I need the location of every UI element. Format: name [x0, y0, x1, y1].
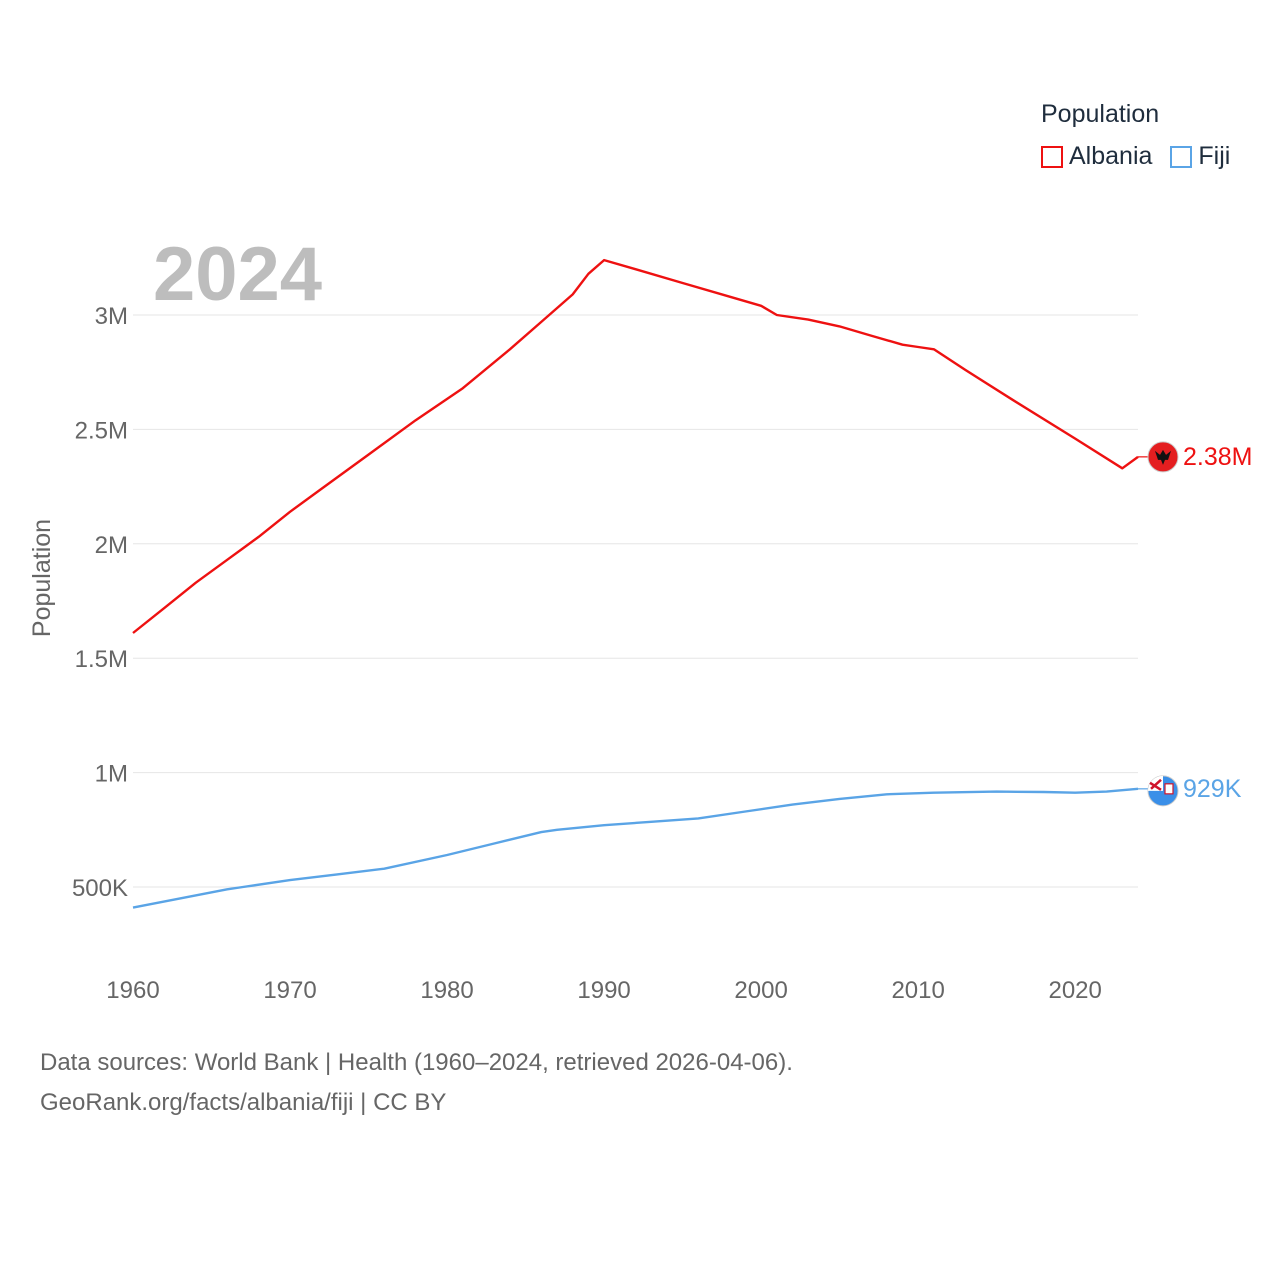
x-tick-label: 2010	[891, 977, 944, 1004]
georank-link[interactable]: GeoRank.org/facts/albania/fiji	[40, 1089, 354, 1116]
y-tick-label: 2M	[95, 532, 128, 559]
series-line-fiji	[132, 787, 1139, 909]
x-axis-ticks: 1960 1970 1980 1990 2000 2010 2020	[106, 977, 1102, 1004]
end-markers: 2.38M 929K	[1138, 441, 1252, 807]
license-text: | CC BY	[353, 1089, 447, 1116]
source-attribution: GeoRank.org/facts/albania/fiji | CC BY	[40, 1083, 793, 1123]
y-tick-label: 500K	[72, 875, 128, 902]
legend: Albania Fiji	[1041, 142, 1248, 171]
source-note: Data sources: World Bank | Health (1960–…	[40, 1043, 793, 1123]
end-label-albania: 2.38M	[1183, 443, 1252, 471]
x-tick-label: 2000	[734, 977, 787, 1004]
albania-flag-icon	[1147, 441, 1179, 473]
fiji-flag-icon	[1147, 775, 1179, 807]
legend-swatch-albania	[1041, 145, 1063, 168]
y-tick-label: 3M	[95, 303, 128, 330]
legend-label-albania: Albania	[1069, 142, 1153, 170]
grid-lines	[133, 314, 1138, 888]
y-axis-ticks: 500K 1M 1.5M 2M 2.5M 3M	[72, 303, 128, 902]
union-cross	[1149, 778, 1162, 791]
y-tick-label: 1M	[95, 761, 128, 788]
x-tick-label: 1970	[263, 977, 316, 1004]
year-label: 2024	[153, 232, 322, 317]
x-tick-label: 1960	[106, 977, 159, 1004]
legend-item-albania[interactable]: Albania	[1041, 142, 1152, 171]
legend-title: Population	[1041, 100, 1160, 128]
source-line: Data sources: World Bank | Health (1960–…	[40, 1049, 793, 1076]
legend-swatch-fiji	[1170, 145, 1193, 168]
series-line-albania	[132, 258, 1139, 634]
x-tick-label: 2020	[1048, 977, 1101, 1004]
x-tick-label: 1980	[420, 977, 473, 1004]
x-tick-label: 1990	[577, 977, 630, 1004]
legend-item-fiji[interactable]: Fiji	[1170, 142, 1230, 171]
y-tick-label: 1.5M	[75, 646, 128, 673]
series-layer	[132, 258, 1139, 909]
end-label-fiji: 929K	[1183, 775, 1242, 803]
legend-label-fiji: Fiji	[1198, 142, 1231, 170]
y-axis-label: Population	[28, 519, 56, 637]
y-tick-label: 2.5M	[75, 417, 128, 444]
eagle-emblem	[1155, 449, 1171, 465]
fiji-shield	[1164, 783, 1174, 795]
